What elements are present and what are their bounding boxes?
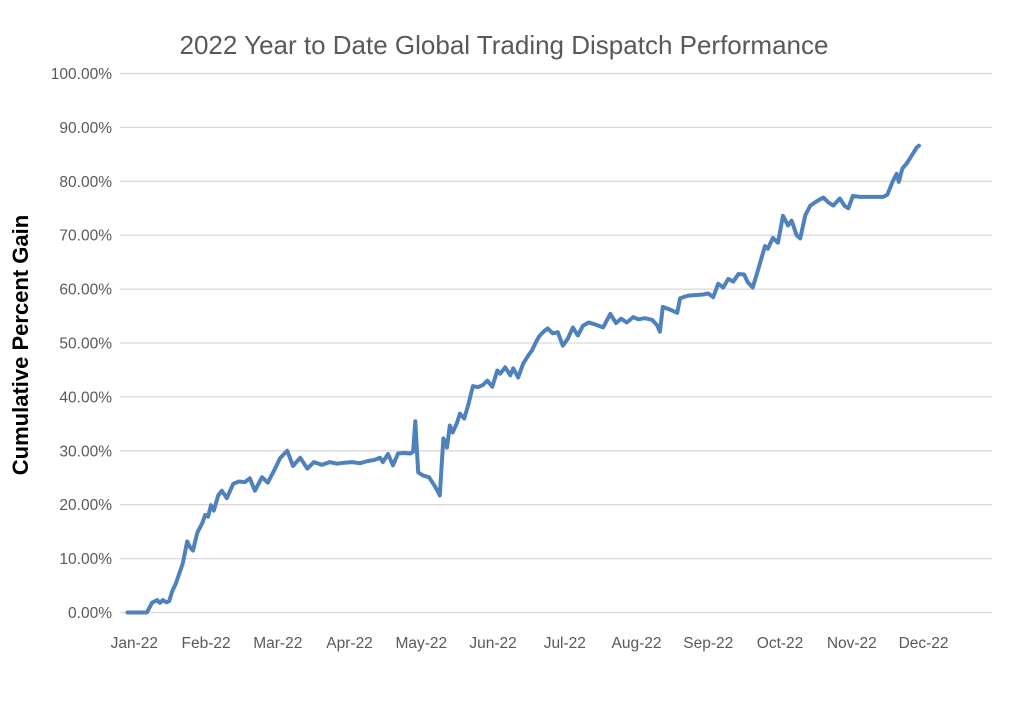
performance-line <box>125 143 921 615</box>
x-tick-label: May-22 <box>395 635 447 652</box>
chart-title: 2022 Year to Date Global Trading Dispatc… <box>180 30 829 60</box>
y-tick-label: 0.00% <box>68 605 112 622</box>
y-tick-label: 100.00% <box>51 66 112 83</box>
y-tick-labels-group: 0.00% 10.00% 20.00% 30.00% 40.00% 50.00% 60.00… <box>51 66 112 622</box>
x-tick-label: Apr-22 <box>326 635 373 652</box>
y-tick-label: 30.00% <box>59 443 112 460</box>
x-tick-label: Mar-22 <box>253 635 302 652</box>
x-tick-labels-group: Jan-22 Feb-22 Mar-22 Apr-22 May-22 Jun-22 Jul-… <box>111 635 949 652</box>
y-tick-label: 60.00% <box>59 282 112 299</box>
y-tick-label: 40.00% <box>59 389 112 406</box>
y-tick-label: 50.00% <box>59 336 112 353</box>
y-tick-label: 70.00% <box>59 228 112 245</box>
x-tick-label: Aug-22 <box>612 635 662 652</box>
x-tick-label: Feb-22 <box>181 635 230 652</box>
y-axis-title: Cumulative Percent Gain <box>8 215 33 475</box>
x-tick-label: Sep-22 <box>683 635 733 652</box>
x-tick-label: Nov-22 <box>827 635 877 652</box>
y-tick-label: 20.00% <box>59 497 112 514</box>
x-tick-label: Jan-22 <box>111 635 158 652</box>
gridlines-group <box>120 72 992 614</box>
y-tick-label: 10.00% <box>59 551 112 568</box>
x-tick-label: Oct-22 <box>757 635 804 652</box>
y-tick-label: 90.00% <box>59 120 112 137</box>
x-tick-label: Jun-22 <box>469 635 516 652</box>
x-tick-label: Jul-22 <box>544 635 586 652</box>
y-tick-label: 80.00% <box>59 174 112 191</box>
x-tick-label: Dec-22 <box>899 635 949 652</box>
